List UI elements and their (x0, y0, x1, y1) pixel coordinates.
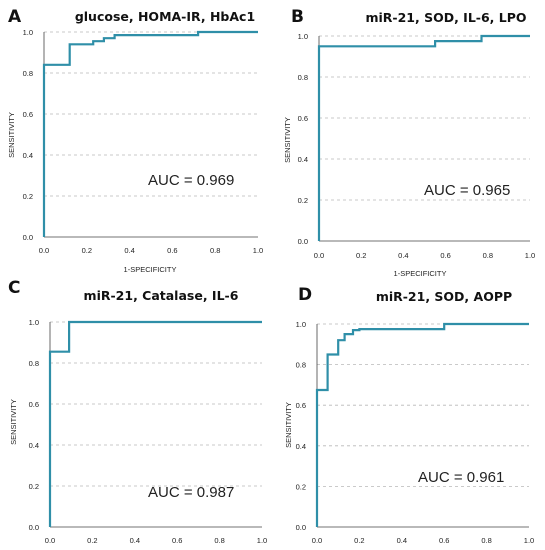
auc-annotation: AUC = 0.961 (418, 469, 504, 486)
x-tick-label: 1.0 (253, 246, 263, 255)
y-tick-label: 0.6 (298, 114, 308, 123)
y-tick-label: 0.4 (298, 155, 308, 164)
y-tick-label: 1.0 (298, 32, 308, 41)
x-tick-label: 0.0 (312, 536, 322, 545)
x-tick-label: 0.6 (172, 536, 182, 545)
x-tick-label: 0.8 (214, 536, 224, 545)
panel-letter: D (298, 285, 312, 305)
x-tick-label: 1.0 (524, 536, 534, 545)
y-tick-label: 1.0 (23, 28, 33, 37)
auc-annotation: AUC = 0.969 (148, 172, 234, 189)
y-tick-label: 0.8 (296, 361, 306, 370)
panel-letter: B (291, 7, 304, 27)
x-tick-label: 0.2 (354, 536, 364, 545)
y-axis-label: SENSITIVITY (7, 112, 16, 158)
y-tick-label: 0.6 (296, 401, 306, 410)
y-axis-label: SENSITIVITY (283, 117, 292, 163)
y-tick-label: 0.8 (298, 73, 308, 82)
y-tick-label: 0.6 (29, 400, 39, 409)
y-tick-label: 1.0 (29, 318, 39, 327)
panel-letter: A (8, 7, 22, 27)
y-tick-label: 0.6 (23, 110, 33, 119)
y-tick-label: 0.2 (23, 192, 33, 201)
roc-curve-line (317, 34, 530, 241)
y-tick-label: 0.2 (298, 196, 308, 205)
x-tick-label: 0.8 (210, 246, 220, 255)
auc-annotation: AUC = 0.987 (148, 484, 234, 501)
x-tick-label: 0.2 (87, 536, 97, 545)
x-tick-label: 0.6 (440, 251, 450, 260)
y-tick-label: 0.8 (23, 69, 33, 78)
x-tick-label: 0.4 (398, 251, 408, 260)
panel-title: miR-21, SOD, AOPP (376, 289, 512, 304)
y-axis-label: SENSITIVITY (284, 402, 293, 448)
y-tick-label: 0.4 (29, 441, 39, 450)
y-tick-label: 0.0 (296, 523, 306, 532)
x-tick-label: 0.0 (39, 246, 49, 255)
x-tick-label: 0.8 (483, 251, 493, 260)
x-axis-label: 1-SPECIFICITY (124, 265, 177, 274)
x-tick-label: 0.8 (481, 536, 491, 545)
x-tick-label: 0.2 (82, 246, 92, 255)
y-tick-label: 0.2 (29, 482, 39, 491)
x-tick-label: 0.4 (124, 246, 134, 255)
y-tick-label: 0.2 (296, 482, 306, 491)
y-tick-label: 0.0 (298, 237, 308, 246)
panel-title: miR-21, SOD, IL-6, LPO (365, 10, 526, 25)
auc-annotation: AUC = 0.965 (424, 182, 510, 199)
roc-curve-line (315, 322, 529, 527)
y-tick-label: 0.4 (296, 442, 306, 451)
panel-title: glucose, HOMA-IR, HbAc1 (75, 9, 255, 24)
x-tick-label: 0.6 (439, 536, 449, 545)
y-tick-label: 0.0 (23, 233, 33, 242)
y-tick-label: 0.8 (29, 359, 39, 368)
y-tick-label: 0.0 (29, 523, 39, 532)
y-axis-label: SENSITIVITY (9, 399, 18, 445)
y-tick-label: 1.0 (296, 320, 306, 329)
x-tick-label: 0.4 (130, 536, 140, 545)
x-tick-label: 0.2 (356, 251, 366, 260)
panel-letter: C (8, 278, 20, 298)
panel-title: miR-21, Catalase, IL-6 (84, 288, 239, 303)
roc-curve-line (42, 30, 258, 237)
x-tick-label: 0.4 (397, 536, 407, 545)
x-tick-label: 0.6 (167, 246, 177, 255)
roc-curve-line (48, 320, 262, 527)
x-tick-label: 1.0 (257, 536, 267, 545)
x-tick-label: 0.0 (314, 251, 324, 260)
x-tick-label: 0.0 (45, 536, 55, 545)
x-tick-label: 1.0 (525, 251, 535, 260)
x-axis-label: 1-SPECIFICITY (394, 269, 447, 278)
y-tick-label: 0.4 (23, 151, 33, 160)
